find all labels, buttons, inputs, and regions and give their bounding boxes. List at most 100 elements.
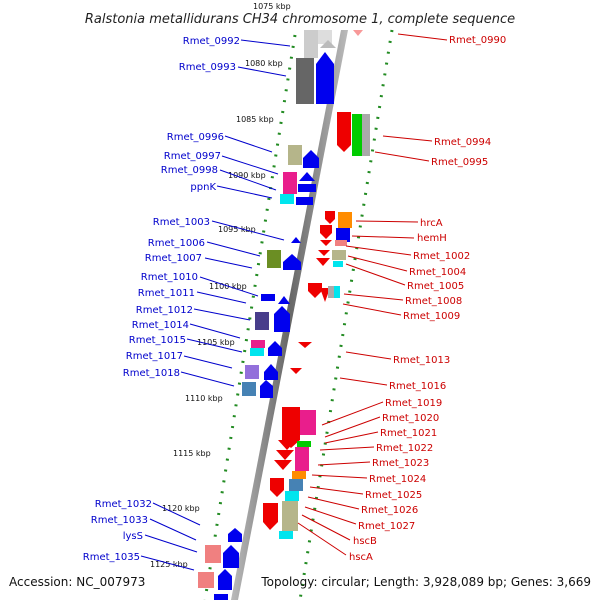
gene-arrow[interactable] [282,407,300,448]
gene-label[interactable]: Rmet_1008 [405,296,462,307]
gene-label[interactable]: Rmet_1032 [95,499,152,510]
gene-label[interactable]: Rmet_1018 [123,368,180,379]
gene-arrow[interactable] [303,150,319,168]
gene-label[interactable]: Rmet_1023 [372,458,429,469]
gene-block[interactable] [296,58,314,104]
gene-label[interactable]: Rmet_0995 [431,157,488,168]
gene-label[interactable]: Rmet_0998 [161,165,218,176]
gene-label[interactable]: Rmet_0990 [449,35,506,46]
gene-arrow[interactable] [291,237,301,243]
gene-label[interactable]: Rmet_1013 [393,355,450,366]
gene-label[interactable]: Rmet_1014 [132,320,189,331]
gene-block[interactable] [338,212,352,228]
gene-block[interactable] [255,312,269,330]
gene-label[interactable]: Rmet_1012 [136,305,193,316]
gene-block[interactable] [245,365,259,379]
gene-arrow[interactable] [308,283,322,298]
gene-arrow[interactable] [353,30,363,36]
gene-label[interactable]: hscA [349,552,373,563]
gene-label[interactable]: Rmet_1033 [91,515,148,526]
gene-arrow[interactable] [278,296,290,304]
gene-arrow[interactable] [228,528,242,542]
gene-arrow[interactable] [325,211,335,224]
gene-block[interactable] [352,114,362,156]
gene-block[interactable] [336,228,350,242]
gene-block[interactable] [288,145,302,165]
gene-arrow[interactable] [274,306,290,332]
gene-label[interactable]: Rmet_1021 [380,428,437,439]
gene-block[interactable] [280,194,294,204]
gene-arrow[interactable] [261,294,275,301]
gene-arrow[interactable] [218,569,232,590]
gene-label[interactable]: Rmet_1016 [389,381,446,392]
gene-label[interactable]: Rmet_1022 [376,443,433,454]
gene-arrow[interactable] [320,240,332,246]
gene-label[interactable]: Rmet_0994 [434,137,491,148]
gene-arrow[interactable] [290,368,302,374]
gene-arrow[interactable] [299,172,315,181]
gene-label[interactable]: Rmet_1027 [358,521,415,532]
gene-block[interactable] [300,410,316,435]
gene-arrow[interactable] [316,258,330,266]
gene-block[interactable] [198,572,214,588]
gene-block[interactable] [242,382,256,396]
gene-block[interactable] [335,240,347,246]
gene-arrow[interactable] [260,380,273,398]
gene-label[interactable]: Rmet_1020 [382,413,439,424]
gene-label[interactable]: Rmet_1007 [145,253,202,264]
gene-label[interactable]: Rmet_0992 [183,36,240,47]
gene-label[interactable]: Rmet_1025 [365,490,422,501]
gene-label[interactable]: ppnK [190,182,216,193]
gene-arrow[interactable] [270,478,284,497]
gene-label[interactable]: Rmet_1003 [153,217,210,228]
gene-block[interactable] [297,441,311,447]
gene-label[interactable]: Rmet_1017 [126,351,183,362]
gene-arrow[interactable] [298,184,316,192]
gene-arrow[interactable] [214,594,228,600]
gene-arrow[interactable] [278,440,296,450]
gene-label[interactable]: Rmet_1035 [83,552,140,563]
gene-block[interactable] [362,114,370,156]
gene-block[interactable] [267,250,281,268]
gene-label[interactable]: Rmet_1010 [141,272,198,283]
gene-label[interactable]: hscB [353,536,377,547]
gene-block[interactable] [295,447,309,471]
gene-label[interactable]: Rmet_0997 [164,151,221,162]
gene-label[interactable]: lysS [123,531,143,542]
gene-arrow[interactable] [316,52,334,104]
gene-arrow[interactable] [318,250,330,256]
gene-block[interactable] [282,501,298,531]
gene-arrow[interactable] [268,341,282,356]
gene-arrow[interactable] [264,364,278,380]
gene-arrow[interactable] [320,225,332,239]
gene-label[interactable]: Rmet_1009 [403,311,460,322]
gene-block[interactable] [304,30,318,58]
gene-label[interactable]: hemH [417,233,447,244]
gene-label[interactable]: Rmet_0993 [179,62,236,73]
gene-arrow[interactable] [320,40,336,48]
gene-label[interactable]: Rmet_1024 [369,474,426,485]
gene-label[interactable]: Rmet_1004 [409,267,466,278]
gene-label[interactable]: Rmet_1002 [413,251,470,262]
gene-arrow[interactable] [320,288,330,302]
gene-block[interactable] [332,250,346,260]
gene-label[interactable]: Rmet_1015 [129,335,186,346]
gene-block[interactable] [292,471,306,479]
gene-block[interactable] [205,545,221,563]
gene-block[interactable] [279,531,293,539]
gene-arrow[interactable] [298,342,312,348]
gene-label[interactable]: Rmet_1006 [148,238,205,249]
gene-block[interactable] [250,348,264,356]
gene-label[interactable]: Rmet_1005 [407,281,464,292]
gene-block[interactable] [251,340,265,348]
gene-arrow[interactable] [276,450,294,460]
gene-arrow[interactable] [274,460,292,470]
gene-label[interactable]: Rmet_1011 [138,288,195,299]
gene-block[interactable] [283,172,297,194]
gene-label[interactable]: Rmet_1019 [385,398,442,409]
gene-block[interactable] [333,261,343,267]
gene-block[interactable] [289,479,303,491]
gene-arrow[interactable] [263,503,278,530]
gene-block[interactable] [285,491,299,501]
gene-label[interactable]: hrcA [420,218,443,229]
